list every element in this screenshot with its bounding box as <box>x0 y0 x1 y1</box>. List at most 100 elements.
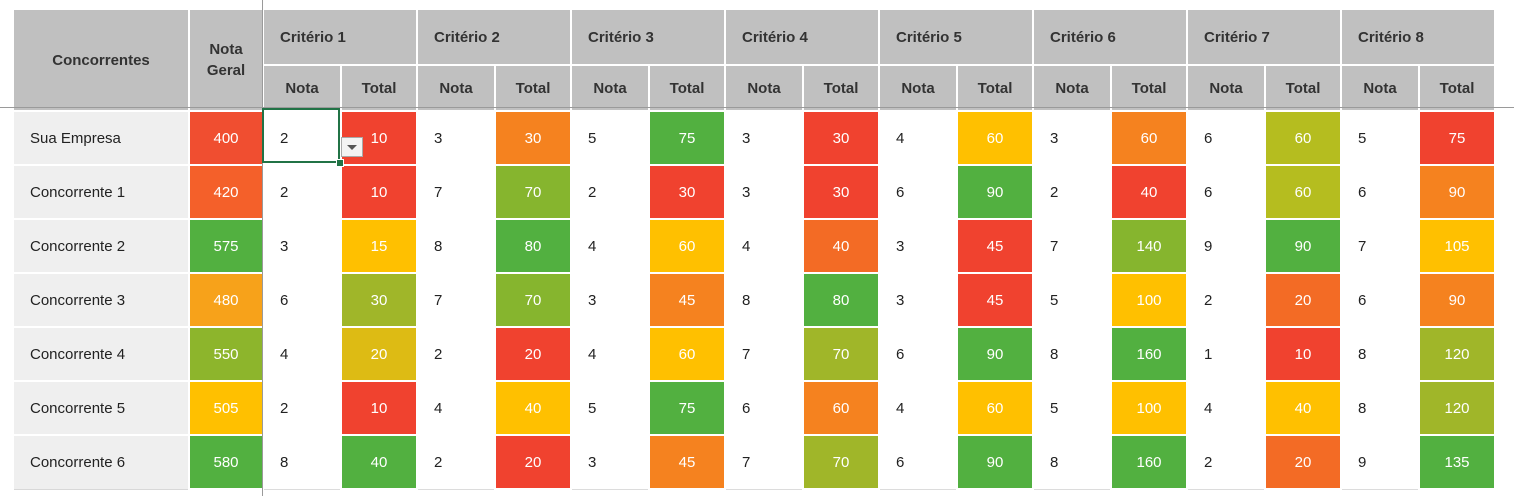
overall-score-cell[interactable]: 575 <box>188 218 264 274</box>
criterion-total-cell[interactable]: 30 <box>648 164 726 220</box>
criterion-score-cell[interactable]: 7 <box>1340 218 1420 274</box>
criterion-score-cell[interactable]: 6 <box>1186 164 1266 220</box>
criterion-score-cell[interactable]: 7 <box>1032 218 1112 274</box>
criterion-score-cell[interactable]: 8 <box>1340 326 1420 382</box>
criterion-score-cell[interactable]: 2 <box>416 434 496 490</box>
total-subheader[interactable]: Total <box>956 64 1034 112</box>
criterion-score-cell[interactable]: 2 <box>262 380 342 436</box>
criterion-total-cell[interactable]: 100 <box>1110 272 1188 328</box>
competitor-name-cell[interactable]: Concorrente 4 <box>12 326 190 382</box>
criterion-score-cell[interactable]: 5 <box>1032 380 1112 436</box>
criterion-score-cell[interactable]: 7 <box>416 164 496 220</box>
criterion-score-cell[interactable]: 4 <box>878 380 958 436</box>
criterion-total-cell[interactable]: 90 <box>1264 218 1342 274</box>
criterion-header-4[interactable]: Critério 4 <box>724 8 880 66</box>
criterion-score-cell[interactable]: 4 <box>878 110 958 166</box>
criterion-total-cell[interactable]: 60 <box>956 380 1034 436</box>
score-subheader[interactable]: Nota <box>878 64 958 112</box>
criterion-score-cell[interactable]: 2 <box>570 164 650 220</box>
criterion-total-cell[interactable]: 40 <box>802 218 880 274</box>
total-subheader[interactable]: Total <box>802 64 880 112</box>
competitor-name-cell[interactable]: Concorrente 6 <box>12 434 190 490</box>
criterion-total-cell[interactable]: 75 <box>1418 110 1496 166</box>
criterion-score-cell[interactable]: 8 <box>724 272 804 328</box>
criterion-total-cell[interactable]: 30 <box>340 272 418 328</box>
criterion-total-cell[interactable]: 45 <box>648 272 726 328</box>
criterion-total-cell[interactable]: 45 <box>956 218 1034 274</box>
criterion-total-cell[interactable]: 40 <box>340 434 418 490</box>
criterion-total-cell[interactable]: 60 <box>802 380 880 436</box>
criterion-total-cell[interactable]: 40 <box>494 380 572 436</box>
criterion-header-6[interactable]: Critério 6 <box>1032 8 1188 66</box>
criterion-total-cell[interactable]: 30 <box>802 110 880 166</box>
criterion-total-cell[interactable]: 75 <box>648 380 726 436</box>
criterion-score-cell[interactable]: 4 <box>262 326 342 382</box>
criterion-score-cell[interactable]: 3 <box>724 164 804 220</box>
criterion-total-cell[interactable]: 90 <box>956 164 1034 220</box>
criterion-score-cell[interactable]: 3 <box>878 272 958 328</box>
criterion-total-cell[interactable]: 100 <box>1110 380 1188 436</box>
criterion-total-cell[interactable]: 60 <box>648 326 726 382</box>
criterion-total-cell[interactable]: 70 <box>802 326 880 382</box>
criterion-score-cell[interactable]: 5 <box>1340 110 1420 166</box>
criterion-total-cell[interactable]: 40 <box>1110 164 1188 220</box>
criterion-score-cell[interactable]: 4 <box>1186 380 1266 436</box>
criterion-score-cell[interactable]: 3 <box>262 218 342 274</box>
score-subheader[interactable]: Nota <box>1340 64 1420 112</box>
criterion-total-cell[interactable]: 45 <box>956 272 1034 328</box>
criterion-total-cell[interactable]: 60 <box>648 218 726 274</box>
competitor-name-cell[interactable]: Concorrente 3 <box>12 272 190 328</box>
criterion-total-cell[interactable]: 20 <box>340 326 418 382</box>
criterion-score-cell[interactable]: 3 <box>724 110 804 166</box>
criterion-total-cell[interactable]: 30 <box>494 110 572 166</box>
criterion-score-cell[interactable]: 6 <box>1186 110 1266 166</box>
fill-handle[interactable] <box>336 159 344 167</box>
criterion-total-cell[interactable]: 60 <box>1264 164 1342 220</box>
score-subheader[interactable]: Nota <box>416 64 496 112</box>
criterion-score-cell[interactable]: 6 <box>878 164 958 220</box>
overall-score-cell[interactable]: 550 <box>188 326 264 382</box>
criterion-score-cell[interactable]: 2 <box>262 164 342 220</box>
competitor-name-cell[interactable]: Sua Empresa <box>12 110 190 166</box>
criterion-score-cell[interactable]: 3 <box>878 218 958 274</box>
criterion-total-cell[interactable]: 60 <box>1110 110 1188 166</box>
criterion-score-cell[interactable]: 4 <box>416 380 496 436</box>
criterion-score-cell[interactable]: 8 <box>1032 434 1112 490</box>
criterion-total-cell[interactable]: 105 <box>1418 218 1496 274</box>
score-subheader[interactable]: Nota <box>1032 64 1112 112</box>
criterion-score-cell[interactable]: 5 <box>570 110 650 166</box>
total-subheader[interactable]: Total <box>1110 64 1188 112</box>
criterion-total-cell[interactable]: 90 <box>1418 272 1496 328</box>
score-subheader[interactable]: Nota <box>1186 64 1266 112</box>
criterion-score-cell[interactable]: 6 <box>724 380 804 436</box>
criterion-score-cell[interactable]: 5 <box>1032 272 1112 328</box>
criterion-score-cell[interactable]: 4 <box>724 218 804 274</box>
criterion-total-cell[interactable]: 120 <box>1418 326 1496 382</box>
criterion-total-cell[interactable]: 90 <box>956 434 1034 490</box>
criterion-score-cell[interactable]: 2 <box>262 110 342 166</box>
criterion-score-cell[interactable]: 3 <box>570 272 650 328</box>
criterion-total-cell[interactable]: 15 <box>340 218 418 274</box>
criterion-total-cell[interactable]: 10 <box>340 380 418 436</box>
criterion-total-cell[interactable]: 20 <box>1264 434 1342 490</box>
criterion-total-cell[interactable]: 30 <box>802 164 880 220</box>
criterion-score-cell[interactable]: 6 <box>1340 272 1420 328</box>
criterion-header-2[interactable]: Critério 2 <box>416 8 572 66</box>
criterion-total-cell[interactable]: 20 <box>494 326 572 382</box>
score-subheader[interactable]: Nota <box>570 64 650 112</box>
criterion-score-cell[interactable]: 8 <box>1032 326 1112 382</box>
criterion-total-cell[interactable]: 60 <box>956 110 1034 166</box>
competitor-name-cell[interactable]: Concorrente 1 <box>12 164 190 220</box>
criterion-total-cell[interactable]: 10 <box>340 164 418 220</box>
overall-score-header[interactable]: Nota Geral <box>188 8 264 112</box>
criterion-total-cell[interactable]: 60 <box>1264 110 1342 166</box>
criterion-score-cell[interactable]: 4 <box>570 326 650 382</box>
score-subheader[interactable]: Nota <box>262 64 342 112</box>
competitor-name-cell[interactable]: Concorrente 5 <box>12 380 190 436</box>
criterion-score-cell[interactable]: 3 <box>416 110 496 166</box>
criterion-score-cell[interactable]: 7 <box>724 434 804 490</box>
criterion-total-cell[interactable]: 90 <box>1418 164 1496 220</box>
criterion-total-cell[interactable]: 80 <box>494 218 572 274</box>
criterion-score-cell[interactable]: 6 <box>878 434 958 490</box>
criterion-total-cell[interactable]: 70 <box>802 434 880 490</box>
